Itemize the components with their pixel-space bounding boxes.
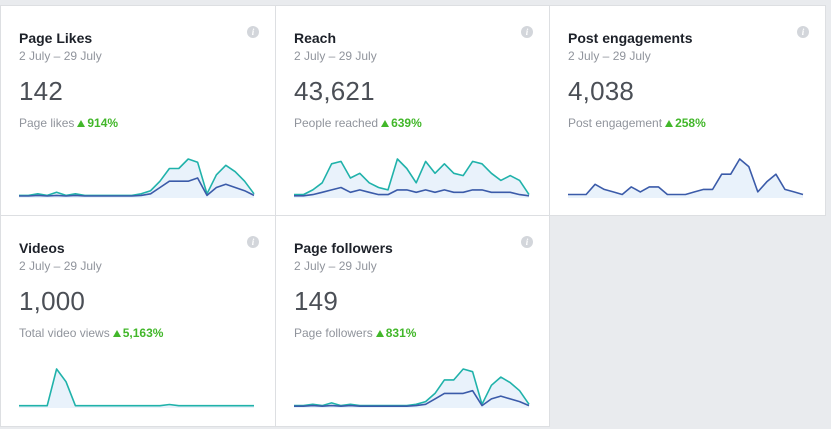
change-percent: 831% bbox=[385, 326, 417, 340]
info-icon[interactable]: i bbox=[247, 26, 259, 38]
series-line-0 bbox=[294, 158, 530, 196]
info-icon[interactable]: i bbox=[797, 26, 809, 38]
change-percent: 914% bbox=[87, 116, 119, 130]
sparkline-chart bbox=[19, 368, 254, 408]
card-videos[interactable]: Videos 2 July – 29 July i 1,000 Total vi… bbox=[0, 215, 276, 427]
info-icon[interactable]: i bbox=[521, 236, 533, 248]
change-percent: 639% bbox=[391, 116, 422, 130]
metric-label-text: Post engagement bbox=[568, 116, 663, 130]
trend-up-icon bbox=[112, 330, 121, 337]
metric-value: 4,038 bbox=[568, 76, 635, 106]
card-page-likes[interactable]: Page Likes 2 July – 29 July i 142 Page l… bbox=[0, 5, 276, 216]
card-reach[interactable]: Reach 2 July – 29 July i 43,621 People r… bbox=[275, 5, 550, 216]
trend-up: 639% bbox=[381, 116, 422, 130]
series-area bbox=[19, 369, 254, 408]
series-line-1 bbox=[294, 186, 530, 197]
metric-label-text: Page likes bbox=[19, 116, 75, 130]
series-line-0 bbox=[19, 368, 254, 407]
metric-label-text: Page followers bbox=[294, 326, 373, 340]
series-line-0 bbox=[19, 158, 255, 197]
metric-value: 1,000 bbox=[19, 286, 86, 316]
series-line-1 bbox=[19, 177, 255, 197]
metric-label: Page likes 914% bbox=[19, 116, 118, 130]
trend-up: 914% bbox=[77, 116, 118, 130]
card-post-engagements[interactable]: Post engagements 2 July – 29 July i 4,03… bbox=[549, 5, 826, 216]
trend-up-icon bbox=[381, 120, 390, 127]
metric-label-text: People reached bbox=[294, 116, 379, 130]
card-page-followers[interactable]: Page followers 2 July – 29 July i 149 Pa… bbox=[275, 215, 550, 427]
info-icon[interactable]: i bbox=[521, 26, 533, 38]
card-title: Videos bbox=[19, 240, 65, 256]
trend-up-icon bbox=[375, 330, 384, 337]
trend-up: 831% bbox=[375, 326, 417, 340]
card-title: Reach bbox=[294, 30, 337, 46]
series-line-0 bbox=[568, 158, 804, 196]
series-line-0 bbox=[294, 368, 530, 407]
series-line-1 bbox=[294, 389, 530, 407]
trend-up: 5,163% bbox=[112, 326, 164, 340]
card-title: Page Likes bbox=[19, 30, 93, 46]
date-range: 2 July – 29 July bbox=[294, 49, 377, 63]
date-range: 2 July – 29 July bbox=[568, 49, 651, 63]
date-range: 2 July – 29 July bbox=[294, 259, 377, 273]
metric-value: 149 bbox=[294, 286, 338, 316]
metric-value: 142 bbox=[19, 76, 63, 106]
metric-value: 43,621 bbox=[294, 76, 375, 106]
trend-up-icon bbox=[665, 120, 674, 127]
info-icon[interactable]: i bbox=[247, 236, 259, 248]
sparkline-chart bbox=[19, 158, 255, 198]
card-title: Post engagements bbox=[568, 30, 693, 46]
sparkline-chart bbox=[294, 368, 530, 408]
date-range: 2 July – 29 July bbox=[19, 49, 102, 63]
card-title: Page followers bbox=[294, 240, 393, 256]
metric-label: Page followers 831% bbox=[294, 326, 416, 340]
metric-label: People reached 639% bbox=[294, 116, 422, 130]
metric-label: Post engagement 258% bbox=[568, 116, 706, 130]
series-area bbox=[294, 159, 529, 198]
metric-label: Total video views 5,163% bbox=[19, 326, 163, 340]
series-area bbox=[294, 369, 529, 408]
series-area bbox=[19, 159, 254, 198]
series-area bbox=[568, 159, 803, 198]
change-percent: 258% bbox=[675, 116, 706, 130]
date-range: 2 July – 29 July bbox=[19, 259, 102, 273]
trend-up: 258% bbox=[665, 116, 706, 130]
change-percent: 5,163% bbox=[122, 326, 164, 340]
metric-label-text: Total video views bbox=[19, 326, 110, 340]
sparkline-chart bbox=[294, 158, 530, 198]
trend-up-icon bbox=[77, 120, 86, 127]
sparkline-chart bbox=[568, 158, 804, 198]
